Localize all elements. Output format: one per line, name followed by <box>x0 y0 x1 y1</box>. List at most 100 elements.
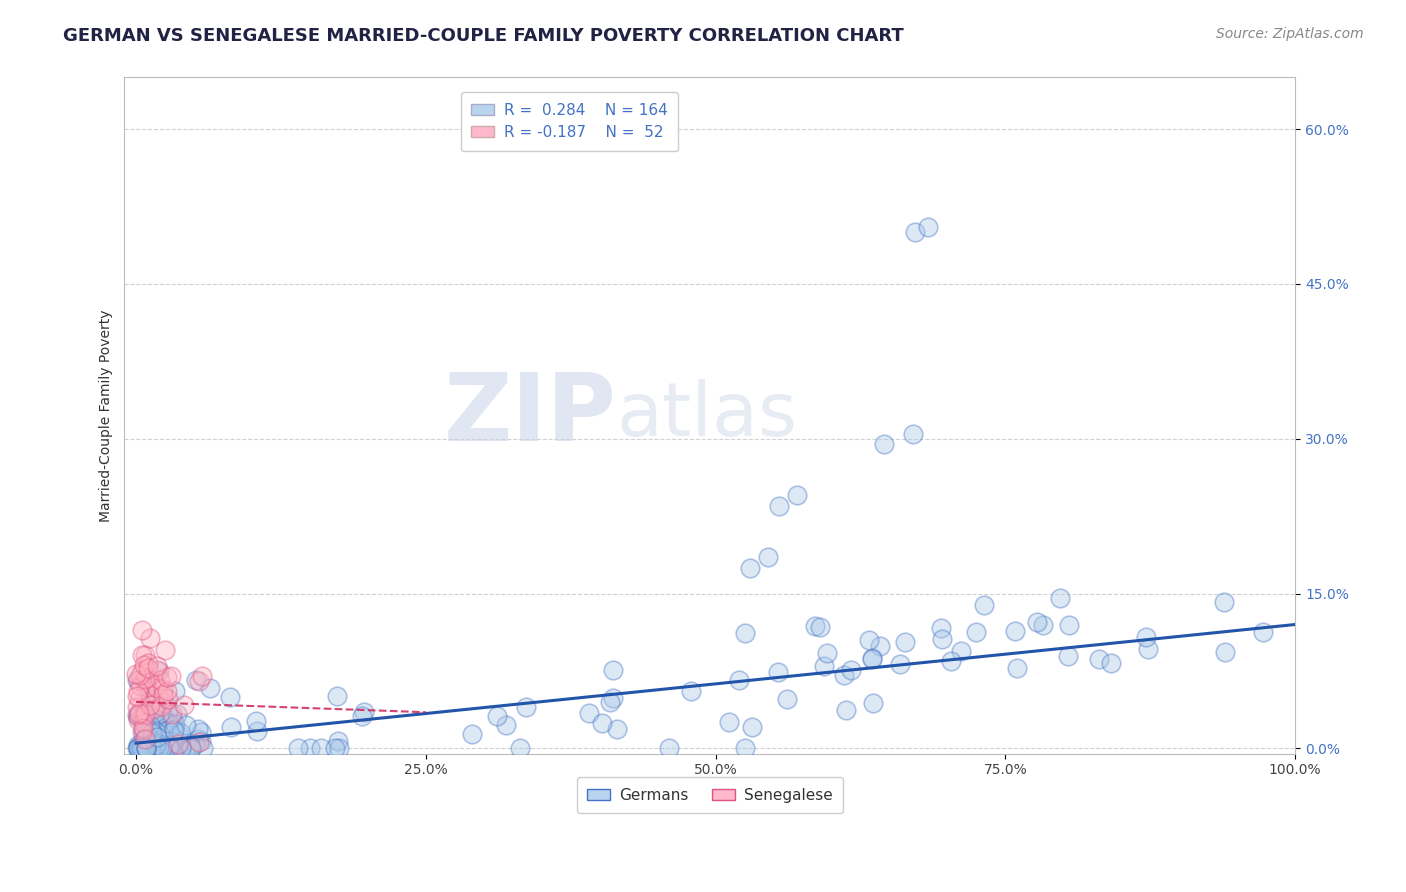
Point <box>131 741 153 756</box>
Point <box>728 673 751 687</box>
Point <box>134 648 156 662</box>
Point <box>187 722 209 736</box>
Point <box>141 741 163 756</box>
Point <box>134 738 156 752</box>
Point <box>149 706 172 720</box>
Point <box>461 727 484 741</box>
Point <box>495 718 517 732</box>
Point <box>166 707 188 722</box>
Point <box>219 690 242 704</box>
Point <box>128 741 150 756</box>
Point <box>163 741 186 756</box>
Point <box>179 738 201 752</box>
Point <box>889 657 911 671</box>
Point <box>326 689 349 703</box>
Point <box>163 723 186 737</box>
Point <box>163 684 186 698</box>
Point <box>132 724 155 739</box>
Point <box>135 680 157 694</box>
Point <box>893 634 915 648</box>
Point <box>128 692 150 706</box>
Point <box>146 736 169 750</box>
Point <box>128 706 150 721</box>
Point <box>756 550 779 565</box>
Point <box>136 681 159 695</box>
Text: Source: ZipAtlas.com: Source: ZipAtlas.com <box>1216 27 1364 41</box>
Point <box>768 665 790 679</box>
Point <box>835 703 858 717</box>
Point <box>153 696 176 710</box>
Point <box>180 741 202 756</box>
Point <box>150 741 173 756</box>
Point <box>1099 657 1122 671</box>
Point <box>132 707 155 722</box>
Point <box>148 706 170 721</box>
Point <box>125 707 148 722</box>
Point <box>134 741 156 756</box>
Point <box>486 709 509 723</box>
Text: atlas: atlas <box>616 379 797 452</box>
Point <box>139 698 162 712</box>
Point <box>160 669 183 683</box>
Point <box>135 741 157 756</box>
Point <box>139 631 162 645</box>
Point <box>1251 624 1274 639</box>
Point <box>159 741 181 756</box>
Point <box>134 731 156 746</box>
Point <box>135 741 157 756</box>
Point <box>166 741 188 756</box>
Point <box>127 741 149 756</box>
Point <box>176 717 198 731</box>
Point <box>591 715 613 730</box>
Point <box>141 741 163 756</box>
Point <box>127 738 149 752</box>
Point <box>193 741 215 756</box>
Point <box>135 741 157 756</box>
Point <box>169 725 191 739</box>
Point <box>328 740 350 755</box>
Point <box>718 714 741 729</box>
Point <box>839 663 862 677</box>
Point <box>142 702 165 716</box>
Point <box>142 678 165 692</box>
Point <box>190 725 212 739</box>
Point <box>149 699 172 714</box>
Point <box>131 741 153 756</box>
Point <box>135 741 157 756</box>
Point <box>931 621 953 635</box>
Point <box>177 741 200 756</box>
Point <box>869 639 891 653</box>
Point <box>599 695 621 709</box>
Point <box>131 648 153 662</box>
Point <box>150 700 173 714</box>
Point <box>152 741 174 756</box>
Point <box>160 710 183 724</box>
Point <box>298 741 321 756</box>
Point <box>172 741 194 756</box>
Point <box>128 668 150 682</box>
Point <box>146 681 169 696</box>
Point <box>160 706 183 721</box>
Point <box>132 741 155 756</box>
Point <box>134 672 156 686</box>
Point <box>132 722 155 736</box>
Point <box>187 735 209 749</box>
Point <box>132 708 155 723</box>
Point <box>148 741 170 756</box>
Point <box>145 725 167 739</box>
Point <box>127 741 149 756</box>
Point <box>152 708 174 723</box>
Point <box>768 499 790 513</box>
Point <box>135 727 157 741</box>
Point <box>832 668 855 682</box>
Point <box>350 709 373 723</box>
Point <box>134 657 156 672</box>
Point <box>170 741 193 756</box>
Point <box>125 700 148 714</box>
Point <box>741 720 763 734</box>
Point <box>602 663 624 677</box>
Point <box>143 716 166 731</box>
Point <box>901 426 924 441</box>
Point <box>1057 648 1080 663</box>
Point <box>127 707 149 722</box>
